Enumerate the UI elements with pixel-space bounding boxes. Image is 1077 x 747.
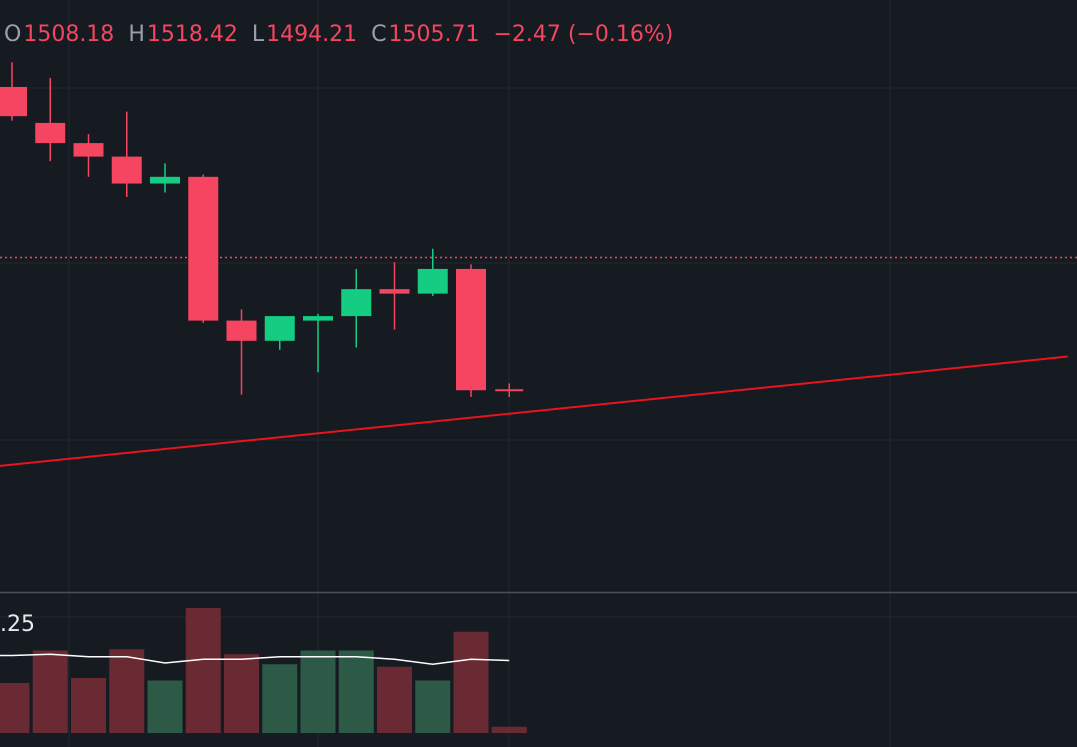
change-value: −2.47 (−0.16%) (493, 22, 674, 47)
volume-bar (453, 631, 489, 733)
close-label: C (371, 22, 387, 47)
candle-body (226, 320, 257, 341)
candles (0, 62, 524, 397)
candle-body (150, 176, 180, 184)
trendline (0, 355, 1068, 467)
volume-bar (147, 680, 183, 733)
close-value: 1505.71 (388, 22, 480, 47)
candle-body (341, 289, 372, 317)
volume-bars (0, 608, 527, 733)
open-value: 1508.18 (23, 22, 115, 47)
candle-body (303, 316, 333, 321)
high-value: 1518.42 (146, 22, 238, 47)
high-label: H (128, 22, 145, 47)
candle-body (417, 268, 448, 294)
candle-body (264, 316, 295, 341)
candle-body (379, 289, 410, 294)
open-label: O (4, 22, 22, 47)
volume-bar (71, 678, 106, 733)
candle-body (456, 268, 486, 391)
ohlc-legend: O 1508.18 H 1518.42 L 1494.21 C 1505.71 … (4, 22, 673, 47)
volume-bar (0, 683, 30, 733)
volume-bar (491, 726, 527, 733)
candle-body (0, 86, 27, 117)
volume-bar (415, 680, 451, 733)
volume-bar (377, 666, 412, 733)
volume-bar (338, 650, 374, 733)
volume-ma-line (0, 653, 510, 666)
volume-bar (32, 650, 68, 733)
candle-body (73, 143, 104, 157)
candle-body (111, 156, 142, 184)
volume-ma-layer (0, 653, 510, 666)
volume-bar (185, 608, 221, 733)
volume-value-label: .25 (0, 612, 35, 637)
volume-bar (300, 650, 336, 733)
volume-bar (109, 649, 145, 733)
trendline-layer (0, 355, 1068, 467)
volume-bar (224, 654, 259, 733)
volume-bar (262, 664, 298, 733)
candle-body (35, 122, 66, 144)
candle-body (188, 176, 219, 321)
low-label: L (251, 22, 265, 47)
low-value: 1494.21 (266, 22, 358, 47)
